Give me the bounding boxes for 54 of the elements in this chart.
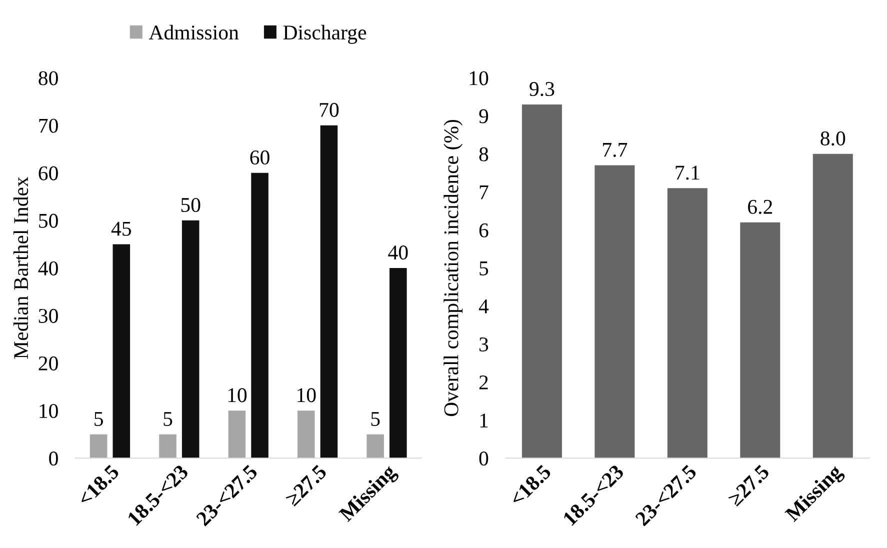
y-tick-label: 10 [40,404,58,418]
y-tick-label: 30 [38,308,58,323]
data-label: 45 [111,222,132,236]
y-tick-label: 60 [38,166,58,180]
y-tick-label: 0 [49,452,58,466]
y-tick-label: 5 [480,262,488,276]
bar [812,154,853,458]
y-tick-label: 70 [39,118,58,133]
bar [182,220,200,458]
data-label: 7.7 [603,143,628,157]
y-tick-label: 20 [38,356,58,370]
bar [320,125,338,458]
y-tick-label: 2 [479,376,488,390]
data-label: 40 [388,246,408,260]
data-label: 70 [320,102,339,117]
y-tick-label: 40 [38,261,58,276]
data-label: 10 [298,388,316,402]
data-label: 9.3 [530,82,554,96]
bar [90,434,108,458]
data-label: 7.1 [676,166,700,180]
y-tick-label: 7 [480,185,488,200]
bar [366,434,384,458]
bar [740,222,780,458]
data-label: 5 [371,412,380,426]
bar [522,104,562,458]
bar [228,410,246,458]
y-tick-label: 10 [470,71,488,86]
y-tick-label: 1 [480,414,488,428]
data-label: 60 [250,150,270,164]
legend-label: Admission [148,24,239,40]
bar [297,410,315,458]
y-axis-title: Overall complication incidence (%) [444,120,463,416]
data-label: 50 [181,198,200,212]
bar [251,172,268,458]
bar [390,268,407,458]
y-tick-label: 0 [479,452,488,466]
y-tick-label: 3 [480,337,488,352]
bar [112,244,130,458]
data-label: 5 [164,412,172,426]
bar [594,165,635,458]
data-label: 8.0 [820,131,846,146]
y-tick-label: 50 [39,214,58,228]
bar [159,434,176,458]
y-tick-label: 9 [479,109,488,124]
y-axis-title: Median Barthel Index [13,176,28,359]
y-tick-label: 80 [38,71,58,86]
y-tick-label: 4 [478,300,489,314]
data-label: 10 [228,388,247,402]
y-tick-label: 8 [479,147,488,162]
legend-label: Discharge [283,24,366,44]
bar [667,188,708,458]
data-label: 5 [94,412,103,426]
data-label: 6.2 [748,200,772,214]
y-tick-label: 6 [479,223,488,238]
